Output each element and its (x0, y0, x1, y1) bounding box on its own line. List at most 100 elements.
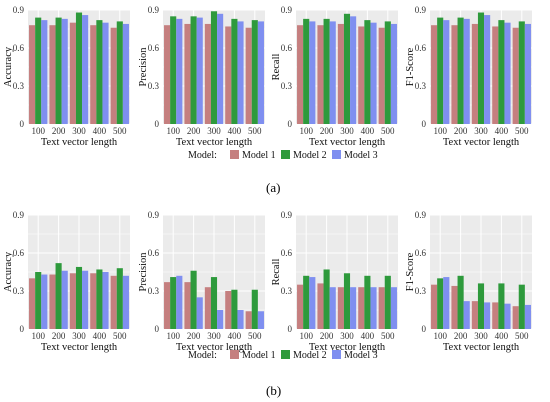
bar-model-1-300 (69, 22, 76, 125)
legend-b: Model: Model 1 Model 2 Model 3 (188, 350, 378, 361)
bar-model-2-100 (35, 17, 42, 125)
bar-model-2-400 (498, 283, 505, 329)
bar-model-1-500 (512, 306, 519, 329)
bar-model-2-100 (437, 278, 444, 329)
x-axis-title: Text vector length (443, 137, 520, 148)
x-tick-label: 200 (454, 331, 468, 341)
bar-model-3-100 (443, 20, 450, 125)
x-tick-label: 300 (207, 126, 221, 136)
bar-model-3-200 (61, 270, 68, 329)
x-tick-label: 200 (320, 126, 334, 136)
x-tick-label: 300 (340, 331, 354, 341)
bar-model-1-400 (492, 26, 499, 124)
bar-model-2-200 (55, 17, 62, 125)
y-tick-label: 0.9 (281, 210, 293, 220)
bar-model-2-500 (116, 268, 123, 329)
bar-model-2-300 (210, 277, 218, 329)
x-tick-label: 300 (207, 331, 221, 341)
bar-model-2-200 (323, 269, 330, 329)
x-tick-label: 400 (93, 331, 107, 341)
bar-model-1-300 (337, 23, 344, 124)
y-tick-label: 0.3 (281, 286, 293, 296)
y-axis-title: Precision (138, 47, 149, 87)
bar-model-3-100 (176, 18, 183, 124)
y-tick-label: 0 (288, 324, 293, 334)
bar-model-1-500 (378, 27, 385, 124)
x-axis-title: Text vector length (41, 342, 118, 353)
bar-model-2-500 (251, 289, 258, 329)
x-tick-label: 100 (31, 331, 45, 341)
bar-model-3-300 (82, 15, 89, 125)
bar-model-3-100 (309, 21, 316, 124)
bar-model-1-400 (90, 273, 97, 329)
bar-model-3-400 (504, 22, 511, 125)
x-tick-label: 100 (433, 126, 447, 136)
x-tick-label: 400 (361, 331, 375, 341)
bar-model-1-200 (451, 285, 458, 329)
bar-model-3-200 (196, 17, 203, 125)
y-tick-label: 0 (20, 119, 25, 129)
y-tick-label: 0.3 (13, 81, 25, 91)
bar-model-2-200 (190, 16, 197, 124)
bar-model-2-400 (364, 275, 371, 329)
x-tick-label: 200 (187, 331, 201, 341)
y-tick-label: 0 (20, 324, 25, 334)
y-tick-label: 0 (422, 119, 427, 129)
bar-model-1-300 (471, 301, 478, 329)
bar-model-3-500 (524, 304, 531, 329)
bar-model-2-300 (210, 11, 218, 125)
bar-model-3-400 (370, 22, 377, 125)
bar-model-3-400 (370, 287, 377, 329)
bar-model-2-400 (96, 269, 103, 329)
bar-model-2-100 (303, 275, 310, 329)
bar-model-1-400 (90, 25, 97, 125)
bar-model-2-500 (251, 20, 258, 125)
y-axis-title: Recall (271, 259, 282, 286)
y-tick-label: 0 (422, 324, 427, 334)
x-axis-title: Text vector length (309, 137, 386, 148)
bar-model-1-300 (471, 23, 478, 124)
bar-model-2-500 (384, 275, 391, 329)
bar-model-1-500 (245, 311, 252, 329)
bar-model-3-500 (257, 311, 264, 329)
y-tick-label: 0.3 (148, 81, 160, 91)
y-tick-label: 0.6 (415, 43, 427, 53)
x-tick-label: 100 (299, 331, 313, 341)
bar-model-1-100 (431, 25, 438, 125)
x-axis-title: Text vector length (443, 342, 520, 353)
x-tick-label: 400 (361, 126, 375, 136)
bar-model-3-300 (217, 310, 224, 329)
x-tick-label: 500 (515, 126, 529, 136)
y-axis-title: Precision (138, 252, 149, 292)
bar-model-2-500 (116, 21, 123, 124)
x-tick-label: 500 (113, 331, 127, 341)
legend-swatch-model-2 (281, 350, 290, 359)
bar-model-3-300 (484, 15, 491, 125)
x-tick-label: 500 (381, 126, 395, 136)
bar-model-2-200 (323, 18, 330, 124)
x-axis-title: Text vector length (176, 137, 253, 148)
bar-model-1-500 (378, 287, 385, 329)
bar-model-2-500 (384, 21, 391, 124)
y-tick-label: 0.3 (13, 286, 25, 296)
bar-model-2-300 (477, 12, 485, 124)
y-tick-label: 0.6 (148, 43, 160, 53)
x-tick-label: 500 (113, 126, 127, 136)
y-tick-label: 0.3 (281, 81, 293, 91)
bar-model-3-400 (237, 21, 244, 124)
x-tick-label: 400 (495, 126, 509, 136)
bar-model-1-500 (512, 27, 519, 124)
bar-model-1-100 (297, 284, 304, 329)
legend-swatch-model-3 (332, 350, 341, 359)
y-tick-label: 0.9 (415, 5, 427, 15)
legend-a: Model: Model 1 Model 2 Model 3 (188, 150, 378, 161)
x-tick-label: 200 (52, 331, 66, 341)
y-tick-label: 0.3 (148, 286, 160, 296)
x-tick-label: 400 (228, 331, 242, 341)
y-axis-title: F1-Score (405, 47, 416, 86)
x-tick-label: 300 (72, 126, 86, 136)
bar-model-3-100 (41, 274, 48, 329)
